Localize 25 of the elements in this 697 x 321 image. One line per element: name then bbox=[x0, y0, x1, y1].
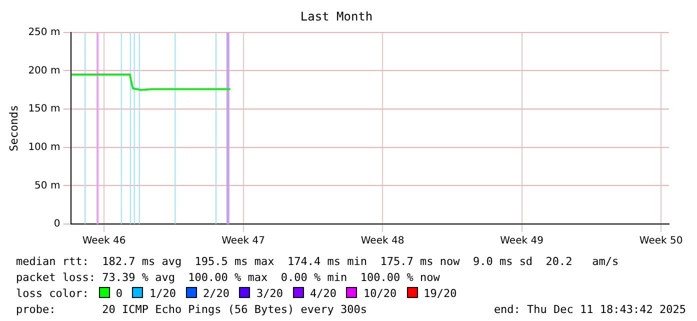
y-tick-label: 150 m bbox=[28, 104, 60, 115]
text: 4/20 bbox=[310, 287, 336, 300]
text: 3/20 bbox=[256, 287, 283, 300]
x-tick-label: Week 49 bbox=[500, 236, 544, 247]
text: 2/20 bbox=[202, 287, 230, 300]
text: 19/20 bbox=[424, 287, 457, 300]
text: packet loss: 73.39 % avg 100.00 % max 0.00 % min 100.00 % now bbox=[16, 271, 440, 284]
text: 0 bbox=[116, 287, 122, 300]
x-tick-label: Week 47 bbox=[222, 236, 265, 247]
text: 10/20 bbox=[363, 287, 397, 300]
y-tick-label: 250 m bbox=[28, 26, 60, 38]
y-axis-title: Seconds bbox=[7, 105, 20, 152]
text: 1/20 bbox=[149, 287, 176, 300]
y-tick-label: 0 bbox=[54, 218, 60, 230]
y-tick-label: 100 m bbox=[28, 142, 60, 153]
text: end: Thu Dec 11 18:43:42 2025 bbox=[494, 302, 686, 318]
text: median rtt: 182.7 ms avg 195.5 ms max 174.4 ms min 175.7 ms now 9.0 ms sd 20.2 am/s bbox=[16, 255, 619, 268]
y-tick-label: 50 m bbox=[34, 180, 60, 192]
text: probe: 20 ICMP Echo Pings (56 Bytes) every 300s bbox=[16, 303, 367, 316]
x-tick-label: Week 46 bbox=[82, 236, 126, 247]
y-tick-label: 200 m bbox=[28, 65, 60, 76]
x-tick-label: Week 48 bbox=[360, 236, 404, 247]
chart-title: Last Month bbox=[300, 9, 373, 24]
text: loss color: bbox=[16, 287, 89, 300]
x-tick-label: Week 50 bbox=[639, 236, 683, 247]
